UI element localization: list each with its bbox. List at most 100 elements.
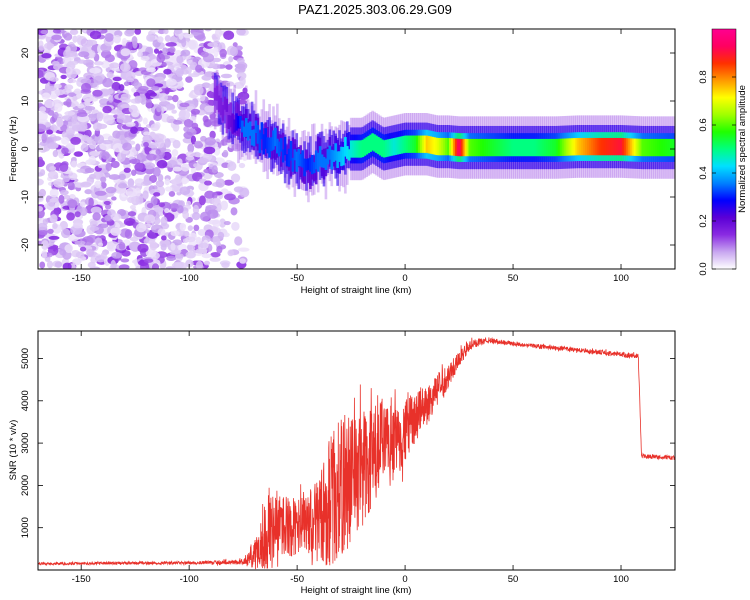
- spectrogram-track-cell: [454, 138, 458, 156]
- spectrogram-noise-blob: [69, 29, 79, 36]
- spectrogram-track-cell: [344, 137, 347, 157]
- spectrogram-noise-blob: [223, 220, 231, 226]
- spectrogram-noise-blob: [47, 228, 54, 234]
- spectrogram-noise-blob: [73, 88, 82, 95]
- spectrogram-noise-blob: [143, 238, 149, 244]
- spectrogram-noise-blob: [67, 60, 79, 66]
- spectrogram-track-cell: [569, 138, 573, 156]
- spectrogram-track-cell: [515, 138, 518, 157]
- spectrogram-track-cell: [464, 138, 468, 157]
- spectrogram-noise-blob: [92, 212, 101, 221]
- spectrogram-noise-blob: [176, 55, 184, 64]
- spectrogram-track-cell: [637, 138, 641, 157]
- spectrogram-noise-blob: [41, 240, 49, 251]
- spectrogram-noise-blob: [49, 188, 59, 198]
- spectrogram-noise-blob: [60, 228, 71, 239]
- spectrogram-y-tick-label: 20: [20, 48, 31, 59]
- spectrogram-track-cell: [277, 141, 281, 157]
- spectrogram-track-cell: [631, 138, 635, 156]
- spectrogram-noise-blob: [120, 258, 130, 263]
- spectrogram-noise-blob: [185, 236, 196, 243]
- spectrogram-x-tick-label: 50: [508, 273, 519, 284]
- spectrogram-track-cell: [532, 138, 536, 157]
- spectrogram-noise-blob: [157, 36, 164, 43]
- spectrogram-noise-blob: [89, 226, 100, 232]
- spectrogram-noise-blob: [74, 151, 84, 157]
- spectrogram-noise-blob: [100, 176, 107, 183]
- spectrogram-track-cell: [610, 137, 613, 156]
- spectrogram-noise-blob: [180, 163, 190, 172]
- spectrogram-noise-blob: [79, 246, 87, 252]
- spectrogram-noise-blob: [145, 248, 157, 258]
- spectrogram-noise-blob: [46, 260, 53, 269]
- spectrogram-track-cell: [346, 146, 349, 159]
- spectrogram-noise-blob: [198, 195, 206, 206]
- spectrogram-noise-blob: [145, 67, 157, 73]
- spectrogram-noise-blob: [183, 118, 194, 128]
- spectrogram-track-cell: [379, 138, 382, 156]
- spectrogram-track-cell: [380, 139, 384, 157]
- spectrogram-noise-blob: [182, 210, 190, 220]
- spectrogram-noise-blob: [38, 69, 44, 79]
- spectrogram-track-cell: [507, 138, 510, 157]
- spectrogram-noise-blob: [231, 221, 240, 231]
- spectrogram-noise-blob: [76, 36, 88, 46]
- spectrogram-track-cell: [557, 138, 561, 157]
- spectrogram-track-cell: [573, 138, 576, 156]
- spectrogram-track-cell: [598, 137, 602, 156]
- spectrogram-track-cell: [346, 133, 349, 156]
- spectrogram-noise-blob: [89, 220, 98, 228]
- colorbar-tick-label: 0.6: [698, 118, 709, 131]
- spectrogram-noise-blob: [118, 264, 130, 269]
- spectrogram-track-cell: [215, 85, 219, 101]
- figure-title: PAZ1.2025.303.06.29.G09: [298, 2, 452, 17]
- spectrogram-track-cell: [553, 138, 557, 157]
- spectrogram-noise-blob: [127, 178, 135, 188]
- snr-y-tick-label: 1000: [20, 517, 31, 538]
- spectrogram-noise-blob: [67, 181, 75, 191]
- spectrogram-noise-blob: [149, 174, 157, 183]
- spectrogram-track-cell: [437, 137, 440, 156]
- spectrogram-noise-blob: [59, 189, 69, 196]
- spectrogram-noise-blob: [78, 51, 90, 58]
- spectrogram-track-cell: [316, 152, 320, 172]
- spectrogram-noise-blob: [38, 156, 43, 164]
- spectrogram-noise-blob: [193, 224, 200, 232]
- spectrogram-noise-blob: [128, 104, 138, 114]
- spectrogram-noise-blob: [208, 219, 220, 225]
- spectrogram-noise-blob: [61, 136, 70, 145]
- spectrogram-track-cell: [217, 95, 221, 113]
- spectrogram-noise-blob: [49, 166, 57, 171]
- spectrogram-noise-blob: [74, 211, 81, 218]
- spectrogram-noise-blob: [112, 142, 124, 153]
- spectrogram-noise-blob: [157, 174, 164, 182]
- spectrogram-noise-blob: [106, 242, 116, 252]
- spectrogram-track-cell: [602, 137, 606, 156]
- spectrogram-noise-blob: [170, 230, 180, 237]
- spectrogram-noise-blob: [51, 136, 62, 141]
- snr-y-tick-label: 2000: [20, 475, 31, 496]
- spectrogram-track-cell: [303, 158, 306, 177]
- spectrogram-noise-blob: [178, 109, 191, 120]
- spectrogram-noise-blob: [103, 115, 115, 125]
- spectrogram-track-cell: [647, 138, 650, 157]
- spectrogram-track-cell: [571, 138, 575, 156]
- spectrogram-track-cell: [524, 138, 528, 157]
- spectrogram-noise-blob: [154, 206, 164, 213]
- spectrogram-track-cell: [382, 140, 386, 158]
- spectrogram-noise-blob: [239, 76, 246, 86]
- spectrogram-track-cell: [559, 138, 563, 156]
- spectrogram-track-cell: [309, 157, 312, 172]
- spectrogram-noise-blob: [76, 168, 86, 173]
- spectrogram-noise-blob: [190, 108, 201, 115]
- spectrogram-noise-blob: [84, 98, 91, 107]
- spectrogram-track-cell: [225, 102, 229, 134]
- spectrogram-noise-blob: [93, 61, 104, 66]
- spectrogram-track-cell: [565, 138, 569, 156]
- spectrogram-noise-blob: [47, 142, 59, 150]
- spectrogram-noise-blob: [152, 166, 161, 177]
- spectrogram-noise-blob: [124, 29, 135, 37]
- spectrogram-noise-blob: [220, 73, 233, 79]
- spectrogram-track-cell: [237, 115, 240, 129]
